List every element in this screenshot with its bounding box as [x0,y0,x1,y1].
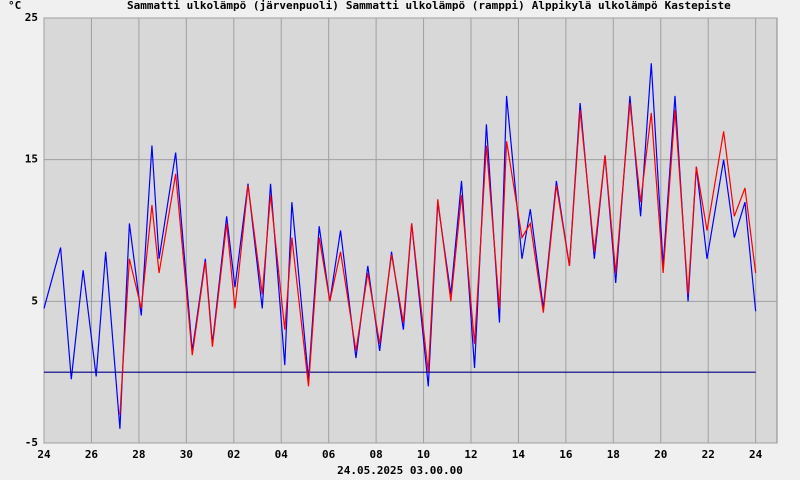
x-tick-label: 16 [559,448,573,461]
x-tick-label: 24 [37,448,51,461]
x-tick-label: 22 [702,448,715,461]
x-tick-label: 08 [369,448,382,461]
legend-entry: Kastepiste [665,0,732,12]
x-tick-label: 10 [417,448,430,461]
y-axis-label: °C [8,0,21,12]
legend-entry: Sammatti ulkolämpö (ramppi) [346,0,525,12]
x-tick-label: 14 [512,448,526,461]
x-tick-label: 04 [275,448,289,461]
x-tick-label: 06 [322,448,336,461]
x-tick-label: 30 [180,448,193,461]
x-tick-label: 20 [654,448,667,461]
x-axis-label: 24.05.2025 03.00.00 [337,464,463,477]
line-series [43,63,757,429]
x-tick-label: 02 [227,448,240,461]
y-tick-label: 25 [25,11,38,24]
x-tick-label: 12 [464,448,477,461]
x-tick-label: 28 [132,448,145,461]
legend-entry: Sammatti ulkolämpö (järvenpuoli) [127,0,339,12]
line-series [119,102,757,415]
legend-entry: Alppikylä ulkolämpö [532,0,658,12]
y-tick-label: 15 [25,153,38,166]
x-tick-label: 24 [749,448,763,461]
x-tick-label: 18 [607,448,620,461]
y-tick-label: -5 [25,436,38,449]
x-tick-label: 26 [85,448,99,461]
y-tick-label: 5 [31,294,38,307]
